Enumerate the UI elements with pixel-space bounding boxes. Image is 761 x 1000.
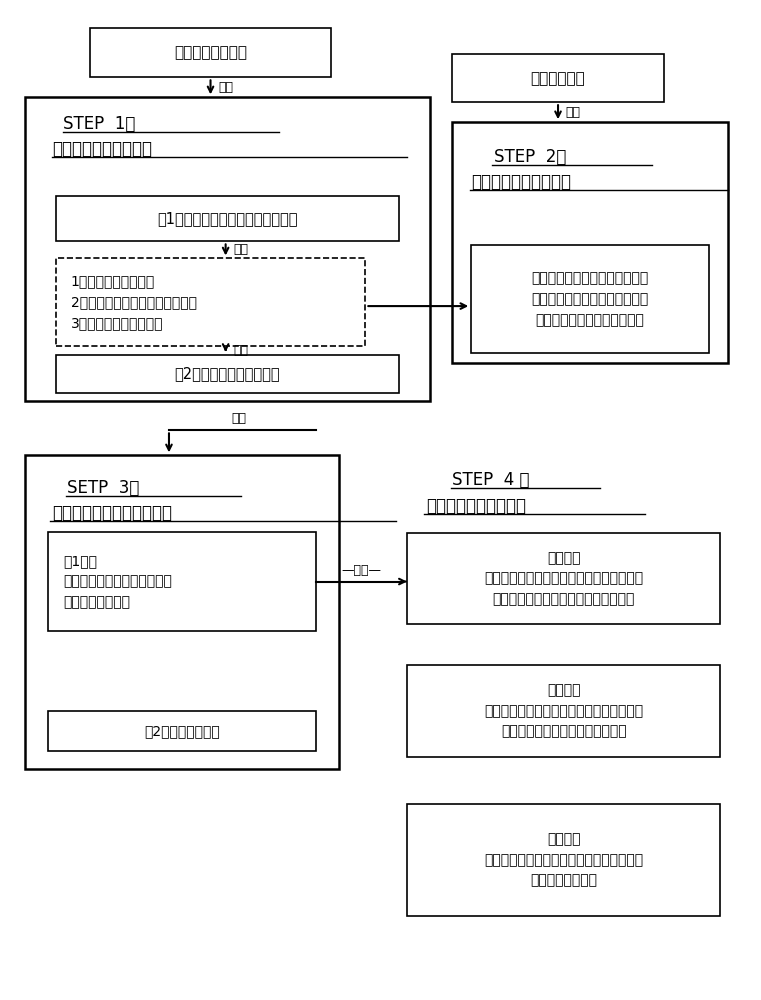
Text: 产品故障模式信息：故障模式、
故障原因、严酷度程度、发生概
率等级、故障发生位置坐标等: 产品故障模式信息：故障模式、 故障原因、严酷度程度、发生概 率等级、故障发生位置… [531,272,649,327]
Text: 指导: 指导 [231,412,246,425]
Text: 空间故障强度分析方法: 空间故障强度分析方法 [426,497,526,515]
FancyBboxPatch shape [452,54,664,102]
FancyBboxPatch shape [48,711,317,751]
FancyBboxPatch shape [48,532,317,631]
FancyBboxPatch shape [471,245,709,353]
FancyBboxPatch shape [56,258,365,346]
Text: 第2步、可视化建模: 第2步、可视化建模 [145,724,220,738]
FancyBboxPatch shape [407,533,721,624]
Text: 指导: 指导 [233,344,248,357]
Text: 第三种、
对个部件的空间故障强度排序，给出故障强
度较高的部件集合: 第三种、 对个部件的空间故障强度排序，给出故障强 度较高的部件集合 [484,832,643,888]
Text: 指导: 指导 [218,81,233,94]
FancyBboxPatch shape [407,804,721,916]
Text: 第1步、
确定球体体积半径和长方体体
积尺寸之间的关系: 第1步、 确定球体体积半径和长方体体 积尺寸之间的关系 [63,554,172,609]
Text: STEP  4 ：: STEP 4 ： [452,471,530,489]
Text: 第1步、将三维模型进行区块化分割: 第1步、将三维模型进行区块化分割 [158,211,298,226]
FancyBboxPatch shape [25,455,339,768]
Text: 复杂产品的区块化分析: 复杂产品的区块化分析 [52,140,152,158]
Text: 第二种、
通过空间模型中球的密度和颜色动态变化情
况，直观感受故障模式消减的过程: 第二种、 通过空间模型中球的密度和颜色动态变化情 况，直观感受故障模式消减的过程 [484,683,643,738]
Text: STEP  2：: STEP 2： [494,148,566,166]
FancyBboxPatch shape [56,355,400,393]
Text: 故障模式信息的可视化建模: 故障模式信息的可视化建模 [52,504,172,522]
Text: 指导: 指导 [565,106,581,119]
FancyBboxPatch shape [25,97,430,401]
Text: 产品三维装配模型: 产品三维装配模型 [174,45,247,60]
FancyBboxPatch shape [452,122,728,363]
Text: STEP  1：: STEP 1： [63,115,135,133]
FancyBboxPatch shape [90,28,331,77]
FancyBboxPatch shape [56,196,400,241]
Text: 1、区块的划分情况；
2、区块与坐标原点的位置关系；
3、区块最小包容体数据: 1、区块的划分情况； 2、区块与坐标原点的位置关系； 3、区块最小包容体数据 [71,275,197,330]
Text: 获得: 获得 [233,243,248,256]
Text: 第一种、
通过空间模型中球的密度和颜色，直观感受
故障的位置，故障的密度、强度的分布: 第一种、 通过空间模型中球的密度和颜色，直观感受 故障的位置，故障的密度、强度的… [484,551,643,606]
Text: 产品技术状态: 产品技术状态 [530,71,585,86]
Text: 第2步、进行长方体的构造: 第2步、进行长方体的构造 [175,366,280,381]
Text: SETP  3：: SETP 3： [67,479,139,497]
Text: 获取故障模式相关信息: 获取故障模式相关信息 [471,173,572,191]
Text: —分析—: —分析— [342,564,381,577]
FancyBboxPatch shape [407,665,721,757]
